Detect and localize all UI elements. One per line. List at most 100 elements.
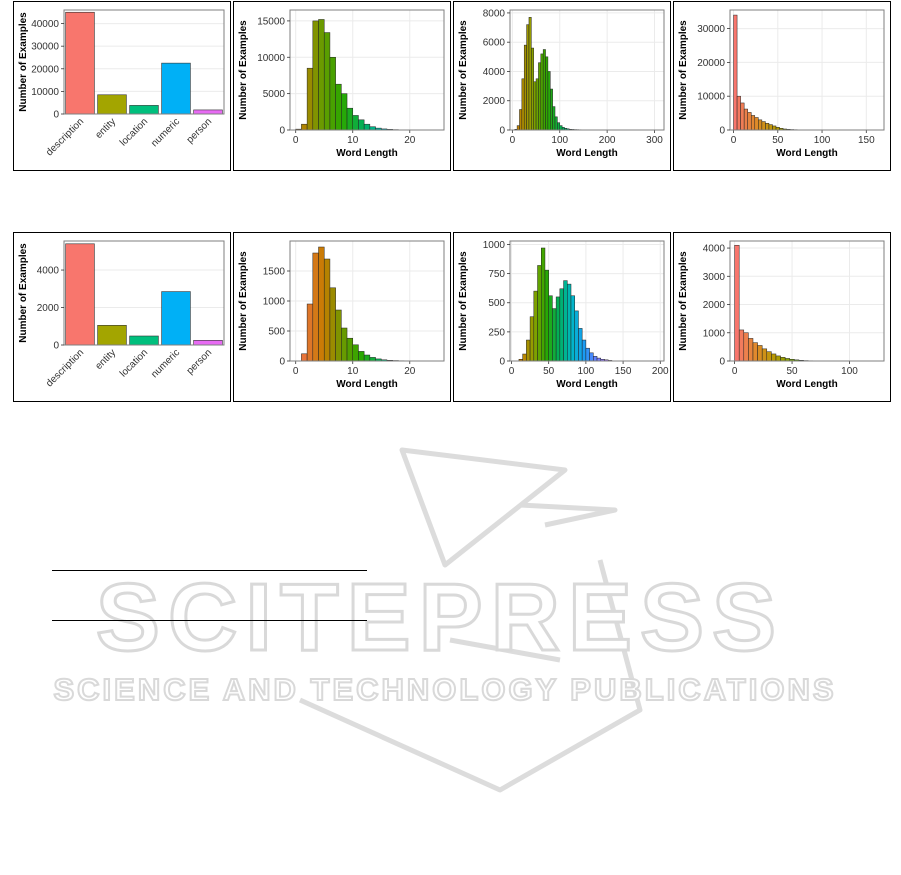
chart-2-svg: 0 10 20 Word Length 0 5000 10000 15000 Number of… (238, 9, 445, 159)
y-tick-label: 8000 (483, 8, 506, 19)
y-tick-label: 0 (499, 126, 505, 137)
x-tick-label: description (44, 116, 86, 158)
hist-bin (346, 107, 353, 131)
y-tick-label: 40000 (31, 19, 59, 30)
x-tick-label: 100 (551, 135, 568, 146)
hist-bin (526, 24, 530, 131)
chart-panel-4: 0 50 100 150 Word Length 0 10000 20000 30000 Numb… (673, 1, 891, 171)
chart-5-svg: description entity location numeric person 0 2… (18, 240, 225, 389)
hist-bin (352, 344, 359, 362)
x-tick-label: numeric (149, 347, 182, 380)
hist-bin (521, 78, 525, 131)
y-tick-label: 10000 (697, 92, 725, 103)
y-axis-label: Number of Examples (678, 20, 689, 120)
y-tick-label: 0 (719, 357, 725, 368)
y-tick-label: 2000 (37, 303, 60, 314)
hist-bin (341, 93, 348, 131)
plot-border (509, 240, 665, 362)
y-tick-label: 6000 (483, 38, 506, 49)
x-tick-label: 100 (814, 135, 831, 146)
bar-person (193, 340, 223, 346)
x-tick-label: location (118, 116, 150, 148)
y-tick-label: 1000 (263, 297, 286, 308)
plot-border (509, 9, 665, 131)
y-tick-label: 2000 (483, 96, 506, 107)
x-tick-label: 0 (293, 366, 299, 377)
x-tick-label: entity (93, 347, 118, 372)
plot-border (729, 240, 885, 362)
hist-bin (363, 123, 371, 131)
hist-bin (358, 351, 365, 362)
bar-location (129, 105, 159, 115)
hist-bin (363, 354, 371, 362)
hist-bin (531, 47, 534, 131)
hist-bin (547, 71, 551, 131)
y-tick-label: 2000 (703, 300, 726, 311)
chart-panel-7: 0 50 100 150 200 Word Length 0 250 500 750 1000 Num… (453, 232, 671, 402)
x-tick-label: person (185, 347, 214, 376)
y-tick-label: 30000 (697, 24, 725, 35)
hist-bin (761, 121, 766, 131)
chart-1-svg: description entity location numeric person 0 1… (18, 9, 225, 158)
hist-bin (529, 316, 535, 362)
hist-bin (346, 337, 353, 362)
hist-bin (522, 353, 527, 362)
y-tick-label: 0 (279, 357, 285, 368)
hist-bin (329, 287, 336, 362)
chart-panel-2: 0 10 20 Word Length 0 5000 10000 15000 Number of… (233, 1, 451, 171)
bar-entity (97, 94, 127, 115)
hist-bin (559, 288, 564, 362)
hist-bin (533, 290, 538, 362)
x-axis-label: Word Length (776, 379, 837, 390)
x-tick-label: 0 (732, 366, 738, 377)
hist-bin (542, 49, 546, 131)
hist-bin (552, 308, 557, 362)
bar-location (129, 335, 159, 346)
hist-bin (743, 108, 748, 131)
hist-bin (752, 342, 758, 362)
chart-8-svg: 0 50 100 Word Length 0 1000 2000 3000 4000 Number… (678, 240, 885, 390)
x-tick-label: person (185, 116, 214, 145)
hist-bin (559, 125, 563, 131)
hist-bin (555, 296, 561, 362)
hist-bin (758, 119, 763, 131)
bar-numeric (161, 291, 191, 346)
x-tick-label: 20 (404, 135, 416, 146)
x-tick-label: 150 (615, 366, 632, 377)
hist-bin (318, 246, 325, 362)
y-tick-label: 20000 (31, 64, 59, 75)
x-tick-label: numeric (149, 116, 182, 149)
hist-bin (301, 123, 308, 131)
x-tick-label: 20 (404, 366, 416, 377)
hist-bin (523, 44, 527, 131)
x-tick-label: 0 (509, 366, 515, 377)
hist-bin (747, 112, 752, 131)
hist-bin (554, 116, 558, 131)
y-tick-label: 750 (488, 269, 505, 280)
hist-bin (335, 83, 342, 131)
y-tick-label: 30000 (31, 42, 59, 53)
watermark-title: SCITEPRESS (96, 564, 784, 671)
hist-bin (535, 78, 539, 131)
hist-bin (578, 328, 583, 362)
x-tick-label: 150 (858, 135, 875, 146)
y-tick-label: 4000 (37, 266, 60, 277)
hist-bin (567, 283, 572, 362)
x-tick-label: entity (93, 116, 118, 141)
bar-numeric (161, 62, 191, 115)
y-tick-label: 15000 (257, 16, 285, 27)
plot-border (63, 9, 225, 115)
hist-bin (528, 17, 532, 131)
hist-bin (306, 67, 314, 131)
hist-bin (581, 339, 587, 362)
x-tick-label: description (44, 347, 86, 389)
hist-bin (761, 348, 768, 362)
hist-bin (754, 117, 759, 131)
hist-bin (341, 327, 348, 362)
x-axis-label: Word Length (336, 379, 397, 390)
hist-bin (738, 329, 745, 362)
y-tick-label: 250 (488, 327, 505, 338)
bar-person (193, 109, 223, 115)
hist-bin (540, 247, 546, 362)
chart-panel-6: 0 10 20 Word Length 0 500 1000 1500 Number of Ex… (233, 232, 451, 402)
